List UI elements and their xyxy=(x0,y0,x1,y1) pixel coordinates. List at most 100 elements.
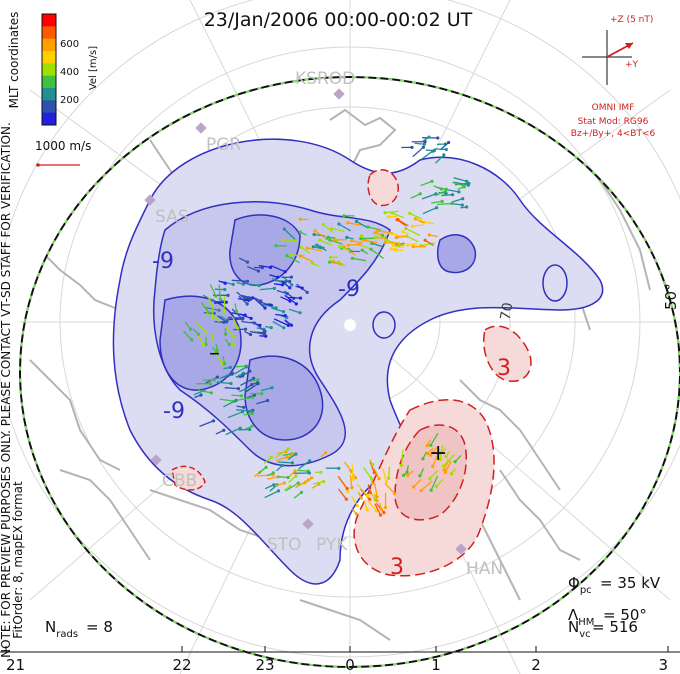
velocity-vector xyxy=(421,193,437,200)
velocity-vector xyxy=(235,372,244,378)
velocity-vector xyxy=(331,227,345,233)
velocity-vector xyxy=(245,383,259,393)
velocity-vector xyxy=(270,265,286,273)
velocity-vector xyxy=(219,398,235,402)
velocity-vector xyxy=(369,461,375,473)
velocity-vector xyxy=(199,420,214,428)
vector-origin xyxy=(280,238,284,242)
velocity-vector xyxy=(420,480,433,492)
velocity-vector xyxy=(225,427,241,436)
velocity-vector xyxy=(424,239,435,247)
velocity-vector xyxy=(232,316,239,329)
imf-labels: +Z (5 nT) +Y OMNI IMF Stat Mod: RG96 Bz+… xyxy=(571,15,656,139)
velocity-vector xyxy=(374,503,382,516)
station-label-pyk: PYK xyxy=(316,535,348,555)
contour-labels: -9 -9 -9 70 3 3 – + xyxy=(152,249,517,580)
velocity-vector xyxy=(420,180,433,187)
velocity-vector xyxy=(391,212,405,219)
velocity-vector xyxy=(246,265,259,272)
velocity-vector xyxy=(347,222,362,226)
mlt-tick-label: 3 xyxy=(658,656,668,674)
velocity-vector xyxy=(430,432,439,446)
colorbar-swatch xyxy=(42,100,56,114)
velocity-vector xyxy=(252,321,266,332)
velocity-vector xyxy=(231,394,242,397)
velocity-vector xyxy=(211,303,214,319)
velocity-vector xyxy=(286,255,300,264)
velocity-vector xyxy=(413,478,422,488)
velocity-vector xyxy=(387,466,391,479)
velocity-vector xyxy=(398,244,406,247)
velocity-vector xyxy=(332,260,343,267)
velocity-vector xyxy=(267,476,279,480)
velocity-vector xyxy=(234,303,238,312)
velocity-vector xyxy=(203,306,220,311)
velocity-vector xyxy=(419,468,425,477)
velocity-vector xyxy=(388,215,397,218)
velocity-vector xyxy=(412,224,424,227)
velocity-vector xyxy=(352,257,367,262)
velocity-vector xyxy=(243,412,253,416)
contour-label-neg-3: -9 xyxy=(163,399,185,424)
velocity-vector xyxy=(337,261,346,267)
vector-origin xyxy=(231,343,235,347)
velocity-vector xyxy=(319,239,332,246)
vector-origin xyxy=(451,193,455,197)
velocity-vector xyxy=(258,466,267,474)
velocity-vector xyxy=(421,150,433,160)
velocity-vector xyxy=(422,207,437,215)
velocity-vector xyxy=(215,343,218,351)
colorbar-tick-600: 600 xyxy=(60,39,79,50)
velocity-vector xyxy=(235,365,247,368)
velocity-vectors xyxy=(183,135,471,517)
velocity-vector xyxy=(240,377,255,386)
velocity-vector xyxy=(360,237,375,240)
negative-cell-region xyxy=(112,138,604,585)
colorbar-swatch xyxy=(42,51,56,64)
heppner-maynard-boundary xyxy=(19,76,680,668)
coordinate-system-label: MLT coordinates xyxy=(7,12,21,109)
velocity-vector xyxy=(222,280,234,286)
velocity-vector xyxy=(396,235,406,239)
velocity-vector xyxy=(223,296,226,312)
fit-order-label: FitOrder: 8, mapEX format xyxy=(11,481,25,639)
velocity-vector xyxy=(410,193,421,199)
velocity-vector xyxy=(211,346,217,353)
colorbar-swatch xyxy=(42,38,56,52)
velocity-vector xyxy=(202,294,213,301)
velocity-vector xyxy=(451,198,463,203)
mlt-tick-label: 0 xyxy=(345,656,355,674)
velocity-vector xyxy=(457,186,465,191)
velocity-vector xyxy=(195,322,207,333)
imf-arrow-head xyxy=(625,43,633,49)
velocity-vector xyxy=(407,470,414,476)
velocity-colorbar xyxy=(41,13,57,126)
preview-note: NOTE: FOR PREVIEW PURPOSES ONLY. PLEASE … xyxy=(0,122,13,658)
velocity-vector xyxy=(287,453,297,460)
velocity-vector xyxy=(241,294,250,299)
velocity-vector xyxy=(272,320,285,329)
velocity-vector xyxy=(339,245,349,251)
velocity-vector xyxy=(373,468,380,479)
colorbar-border xyxy=(41,13,57,126)
velocity-vector xyxy=(261,303,277,309)
velocity-vector xyxy=(357,491,362,499)
velocity-vector xyxy=(422,136,430,142)
velocity-vector xyxy=(409,212,422,220)
vector-origin xyxy=(274,244,278,248)
colorbar-swatch xyxy=(42,63,56,77)
velocity-vector xyxy=(346,236,354,240)
velocity-vector xyxy=(284,486,291,491)
velocity-vector xyxy=(207,296,213,305)
velocity-vector xyxy=(435,154,445,164)
mlt-axis: 21 22 23 0 1 2 3 xyxy=(5,646,669,674)
mlt-tick-label: 2 xyxy=(531,656,541,674)
velocity-vector xyxy=(440,142,450,151)
vector-origin xyxy=(342,214,346,218)
velocity-vector xyxy=(202,379,215,381)
colorbar-tick-400: 400 xyxy=(60,67,79,78)
vector-origin xyxy=(467,181,471,185)
velocity-vector xyxy=(429,469,439,480)
velocity-vector xyxy=(197,335,205,346)
velocity-vector xyxy=(285,482,299,492)
